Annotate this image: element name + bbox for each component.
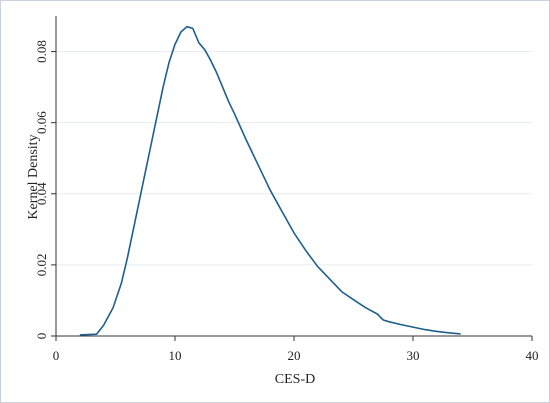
x-tick-label-2: 20: [288, 348, 301, 363]
y-tick-label-1: 0.02: [34, 254, 49, 277]
x-tick-label-1: 10: [169, 348, 182, 363]
y-tick-label-4: 0.08: [34, 40, 49, 63]
y-tick-label-2: 0.04: [34, 182, 49, 205]
x-tick-label-3: 30: [407, 348, 420, 363]
x-tick-label-0: 0: [53, 348, 60, 363]
y-tick-label-0: 0: [34, 333, 49, 340]
y-tick-label-3: 0.06: [34, 111, 49, 134]
chart-marks: [79, 25, 461, 336]
axes: 0 10 20 30 40 0 0.02 0.04 0.06 0.08: [34, 16, 539, 363]
density-line-0: [79, 25, 461, 336]
grid-lines: [56, 51, 532, 266]
x-tick-label-4: 40: [526, 348, 539, 363]
y-axis-label: Kernel Density: [26, 134, 41, 219]
x-axis-label: CES-D: [275, 372, 315, 387]
